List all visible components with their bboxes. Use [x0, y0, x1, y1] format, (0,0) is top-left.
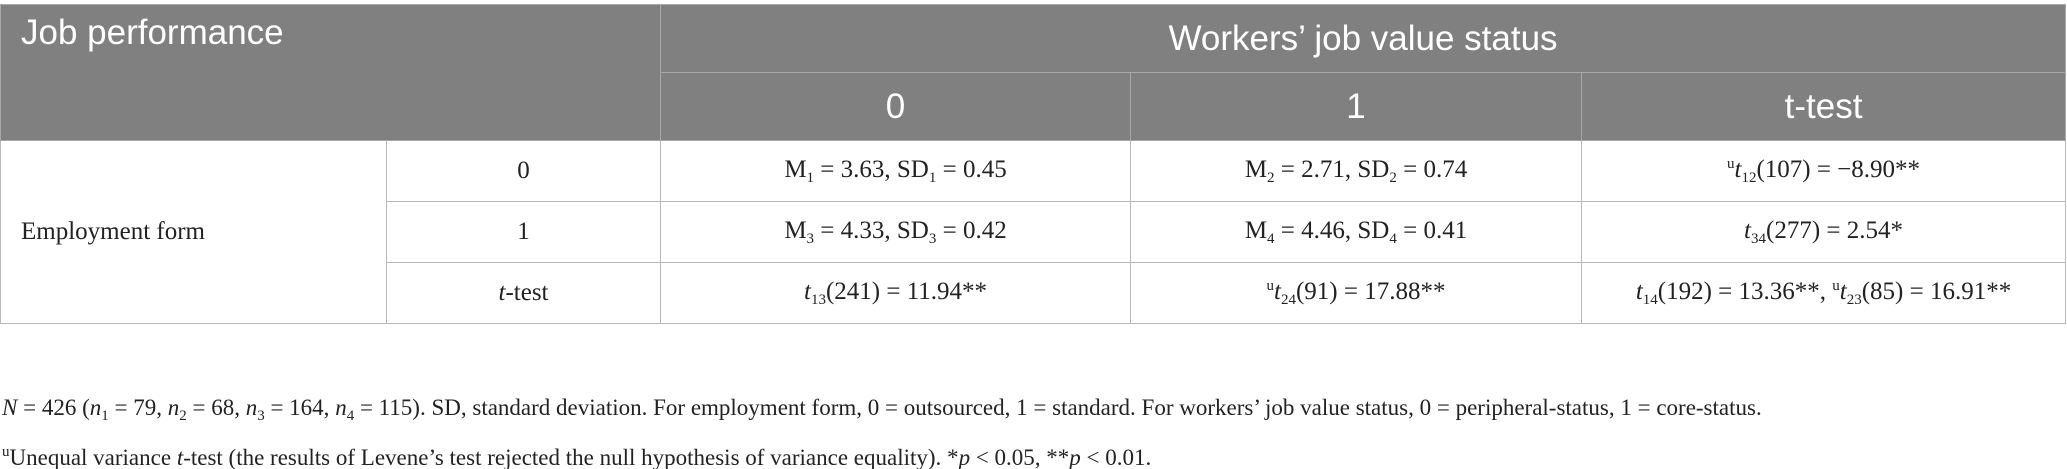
column-header: t-test: [1581, 72, 2067, 141]
subscript: 1: [101, 408, 109, 424]
text-run: -test (the results of Levene’s test reje…: [183, 445, 959, 469]
subscript: 23: [1846, 291, 1862, 308]
cell: ut12(107) = −8.90**: [1581, 140, 2067, 202]
subscript: 1: [928, 169, 937, 186]
text-run: = 164,: [264, 395, 336, 420]
text-run: = 2.71, SD: [1274, 155, 1390, 183]
subscript: 3: [806, 230, 815, 247]
italic-run: n: [335, 395, 347, 420]
italic-run: t: [1744, 216, 1751, 244]
text-run: = 79,: [108, 395, 168, 420]
italic-run: t: [498, 279, 506, 306]
text-run: = 115). SD, standard deviation. For empl…: [354, 395, 1762, 420]
text-run: = 3.63, SD: [814, 155, 929, 183]
text-run: (192) = 13.36**,: [1657, 277, 1833, 305]
text-run: = 0.45: [936, 155, 1007, 183]
cell: t13(241) = 11.94**: [660, 262, 1132, 324]
text-run: (277) = 2.54*: [1766, 216, 1903, 244]
subscript: 3: [928, 230, 937, 247]
text-run: (91) = 17.88**: [1295, 277, 1446, 305]
text-run: M: [784, 155, 807, 183]
italic-run: t: [1734, 155, 1742, 183]
italic-run: n: [89, 395, 102, 420]
cell: t14(192) = 13.36**, ut23(85) = 16.91**: [1581, 262, 2067, 324]
subscript: 12: [1741, 169, 1757, 186]
italic-run: t: [804, 277, 811, 305]
notes: N = 426 (n1 = 79, n2 = 68, n3 = 164, n4 …: [2, 390, 1762, 469]
header-title: Job performance: [0, 4, 662, 141]
supscript: u: [2, 444, 10, 460]
row-label: 1: [385, 201, 662, 263]
text-run: = 68,: [186, 395, 246, 420]
subscript: 2: [179, 408, 187, 424]
text-run: = 0.74: [1396, 155, 1468, 183]
italic-run: N: [2, 395, 18, 420]
text-run: M: [1244, 216, 1268, 244]
subscript: 1: [806, 169, 815, 186]
subscript: 3: [257, 408, 265, 424]
cell: M2 = 2.71, SD2 = 0.74: [1130, 140, 1583, 202]
row-group: Employment form: [0, 140, 387, 324]
text-run: = 426 (: [17, 395, 90, 420]
text-run: M: [1244, 155, 1268, 183]
text-run: = 0.42: [936, 216, 1007, 244]
italic-run: t: [176, 445, 184, 469]
text-run: < 0.05, **: [970, 445, 1070, 469]
italic-run: p: [1069, 445, 1081, 469]
note: uUnequal variance t-test (the results of…: [2, 434, 1762, 469]
italic-run: t: [1635, 277, 1643, 305]
subscript: 4: [346, 408, 355, 424]
text-run: (107) = −8.90**: [1756, 155, 1921, 183]
subscript: 2: [1389, 169, 1397, 186]
text-run: = 0.41: [1396, 216, 1468, 244]
text-run: M: [784, 216, 807, 244]
cell: M1 = 3.63, SD1 = 0.45: [660, 140, 1132, 202]
header-group: Workers’ job value status: [660, 4, 2067, 73]
text-run: (241) = 11.94**: [825, 277, 988, 305]
text-run: Unequal variance: [9, 445, 177, 469]
subscript: 34: [1751, 230, 1766, 247]
row-label: t-test: [385, 262, 662, 324]
subscript: 24: [1280, 291, 1296, 308]
cell: M4 = 4.46, SD4 = 0.41: [1130, 201, 1583, 263]
subscript: 14: [1642, 291, 1658, 308]
text-run: < 0.01.: [1080, 445, 1152, 469]
italic-run: p: [958, 445, 971, 469]
row-label: 0: [385, 140, 662, 202]
note: N = 426 (n1 = 79, n2 = 68, n3 = 164, n4 …: [2, 390, 1762, 434]
italic-run: t: [1839, 277, 1847, 305]
results-table: Job performance Workers’ job value statu…: [0, 4, 2067, 324]
italic-run: t: [1274, 277, 1281, 305]
text-run: = 4.46, SD: [1274, 216, 1390, 244]
text-run: (85) = 16.91**: [1861, 277, 2012, 305]
column-header: 0: [660, 72, 1132, 141]
subscript: 4: [1267, 230, 1275, 247]
cell: ut24(91) = 17.88**: [1130, 262, 1583, 324]
supscript: u: [1832, 277, 1840, 294]
supscript: u: [1266, 277, 1275, 294]
subscript: 4: [1389, 230, 1397, 247]
supscript: u: [1726, 155, 1735, 172]
cell: t34(277) = 2.54*: [1581, 201, 2067, 263]
italic-run: n: [245, 395, 258, 420]
subscript: 13: [810, 291, 826, 308]
italic-run: n: [167, 395, 180, 420]
text-run: = 4.33, SD: [814, 216, 929, 244]
subscript: 2: [1267, 169, 1275, 186]
cell: M3 = 4.33, SD3 = 0.42: [660, 201, 1132, 263]
column-header: 1: [1130, 72, 1583, 141]
text-run: -test: [505, 279, 549, 306]
